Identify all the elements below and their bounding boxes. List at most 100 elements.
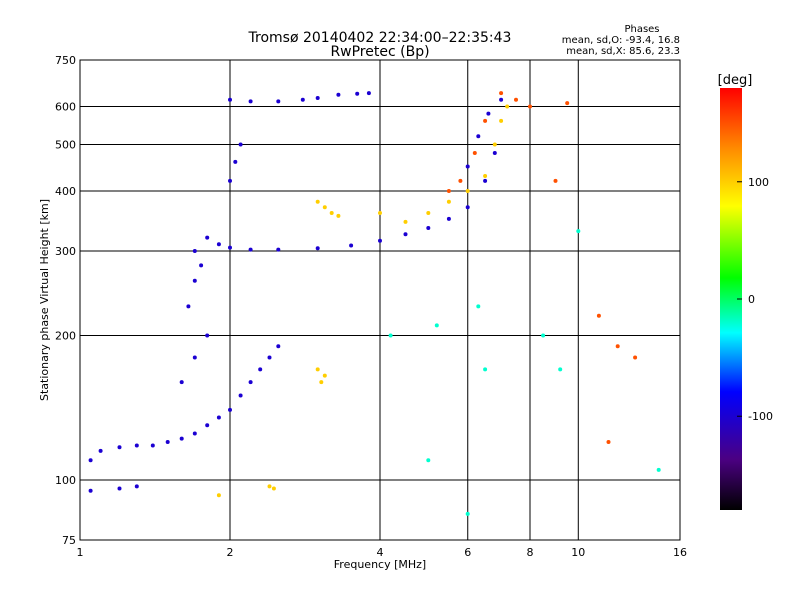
data-point <box>528 104 532 109</box>
data-point <box>514 97 518 102</box>
colorbar-tick-label: -100 <box>748 410 773 423</box>
data-point <box>238 393 243 398</box>
plot-area: 1 2 4 6 8 10 16 75 100 200 300 400 500 600 750 <box>55 54 687 559</box>
data-point <box>248 247 253 252</box>
data-point <box>576 229 581 234</box>
data-point <box>615 344 620 349</box>
data-point <box>192 431 197 436</box>
y-tick-label: 100 <box>55 474 76 487</box>
data-point <box>426 211 431 215</box>
chart-title: Tromsø 20140402 22:34:00–22:35:43 <box>248 30 512 46</box>
x-tick-label: 6 <box>464 546 471 559</box>
data-point <box>336 92 341 97</box>
data-point <box>271 486 276 491</box>
data-point <box>446 189 451 193</box>
x-axis-ticks: 1 2 4 6 8 10 16 <box>77 546 688 559</box>
data-point <box>558 367 563 372</box>
data-point <box>228 407 232 412</box>
data-point <box>117 486 122 491</box>
data-point <box>426 458 431 463</box>
data-point <box>378 211 382 215</box>
data-point <box>276 344 281 349</box>
data-point <box>267 484 272 489</box>
data-point <box>366 91 371 96</box>
data-point <box>446 216 451 221</box>
y-tick-label: 300 <box>55 245 76 258</box>
data-point <box>248 380 253 385</box>
data-point <box>315 199 320 204</box>
data-point <box>596 313 601 318</box>
data-point <box>179 436 184 441</box>
phases-mean-o: mean, sd,O: -93.4, 16.8 <box>562 35 680 46</box>
data-point <box>192 278 197 283</box>
data-point <box>434 323 439 328</box>
data-point <box>403 219 408 224</box>
data-point <box>483 178 488 183</box>
data-point <box>465 164 470 169</box>
data-point <box>499 91 504 96</box>
data-point <box>315 246 320 251</box>
x-axis-label: Frequency [MHz] <box>334 558 426 571</box>
data-point <box>329 211 334 215</box>
data-point <box>205 333 210 338</box>
data-point <box>483 118 488 123</box>
colorbar-label: [deg] <box>718 73 753 88</box>
colorbar: [deg] 100 0 -100 <box>718 73 773 510</box>
data-point <box>483 174 488 178</box>
colorbar-tick-label: 0 <box>748 293 755 306</box>
data-point <box>186 304 191 309</box>
data-point <box>228 178 232 183</box>
data-point <box>476 304 481 309</box>
data-point <box>505 104 510 109</box>
y-tick-label: 600 <box>55 101 76 114</box>
data-point <box>486 111 491 116</box>
y-axis-label: Stationary phase Virtual Height [km] <box>38 199 51 401</box>
data-point <box>499 118 504 123</box>
y-tick-label: 500 <box>55 139 76 152</box>
data-point <box>388 333 393 338</box>
data-point <box>446 199 451 204</box>
data-point <box>403 232 408 237</box>
data-point <box>565 101 570 106</box>
data-point <box>499 97 504 102</box>
data-point <box>656 467 661 472</box>
chart-subtitle: RwPretec (Bp) <box>330 44 429 60</box>
data-point <box>465 511 470 516</box>
data-point <box>465 205 470 210</box>
y-tick-label: 200 <box>55 330 76 343</box>
data-point <box>216 415 221 420</box>
data-point <box>483 367 488 372</box>
data-point <box>426 226 431 230</box>
data-point <box>276 247 281 252</box>
y-tick-label: 400 <box>55 185 76 198</box>
colorbar-gradient <box>720 88 742 510</box>
colorbar-ticks: 100 0 -100 <box>737 176 773 423</box>
data-point <box>322 373 327 378</box>
data-point <box>117 445 122 450</box>
data-point <box>315 367 320 372</box>
data-point <box>216 242 221 247</box>
data-point <box>134 484 139 489</box>
data-point <box>150 443 155 448</box>
colorbar-tick-label: 100 <box>748 176 769 189</box>
data-point <box>165 440 170 444</box>
y-axis-ticks: 75 100 200 300 400 500 600 750 <box>55 54 76 547</box>
data-point <box>465 189 470 193</box>
x-tick-label: 16 <box>673 546 687 559</box>
data-point <box>355 91 360 96</box>
data-point <box>233 159 238 164</box>
data-point <box>216 493 221 498</box>
x-tick-label: 10 <box>571 546 585 559</box>
data-point <box>476 134 481 139</box>
data-point <box>606 440 611 444</box>
data-point <box>492 151 497 155</box>
data-point <box>88 458 93 463</box>
data-point <box>267 355 272 360</box>
data-point <box>458 178 463 183</box>
data-point <box>205 235 210 240</box>
data-point <box>98 448 103 453</box>
data-point <box>492 142 497 147</box>
data-point <box>205 423 210 428</box>
data-point <box>238 142 243 147</box>
